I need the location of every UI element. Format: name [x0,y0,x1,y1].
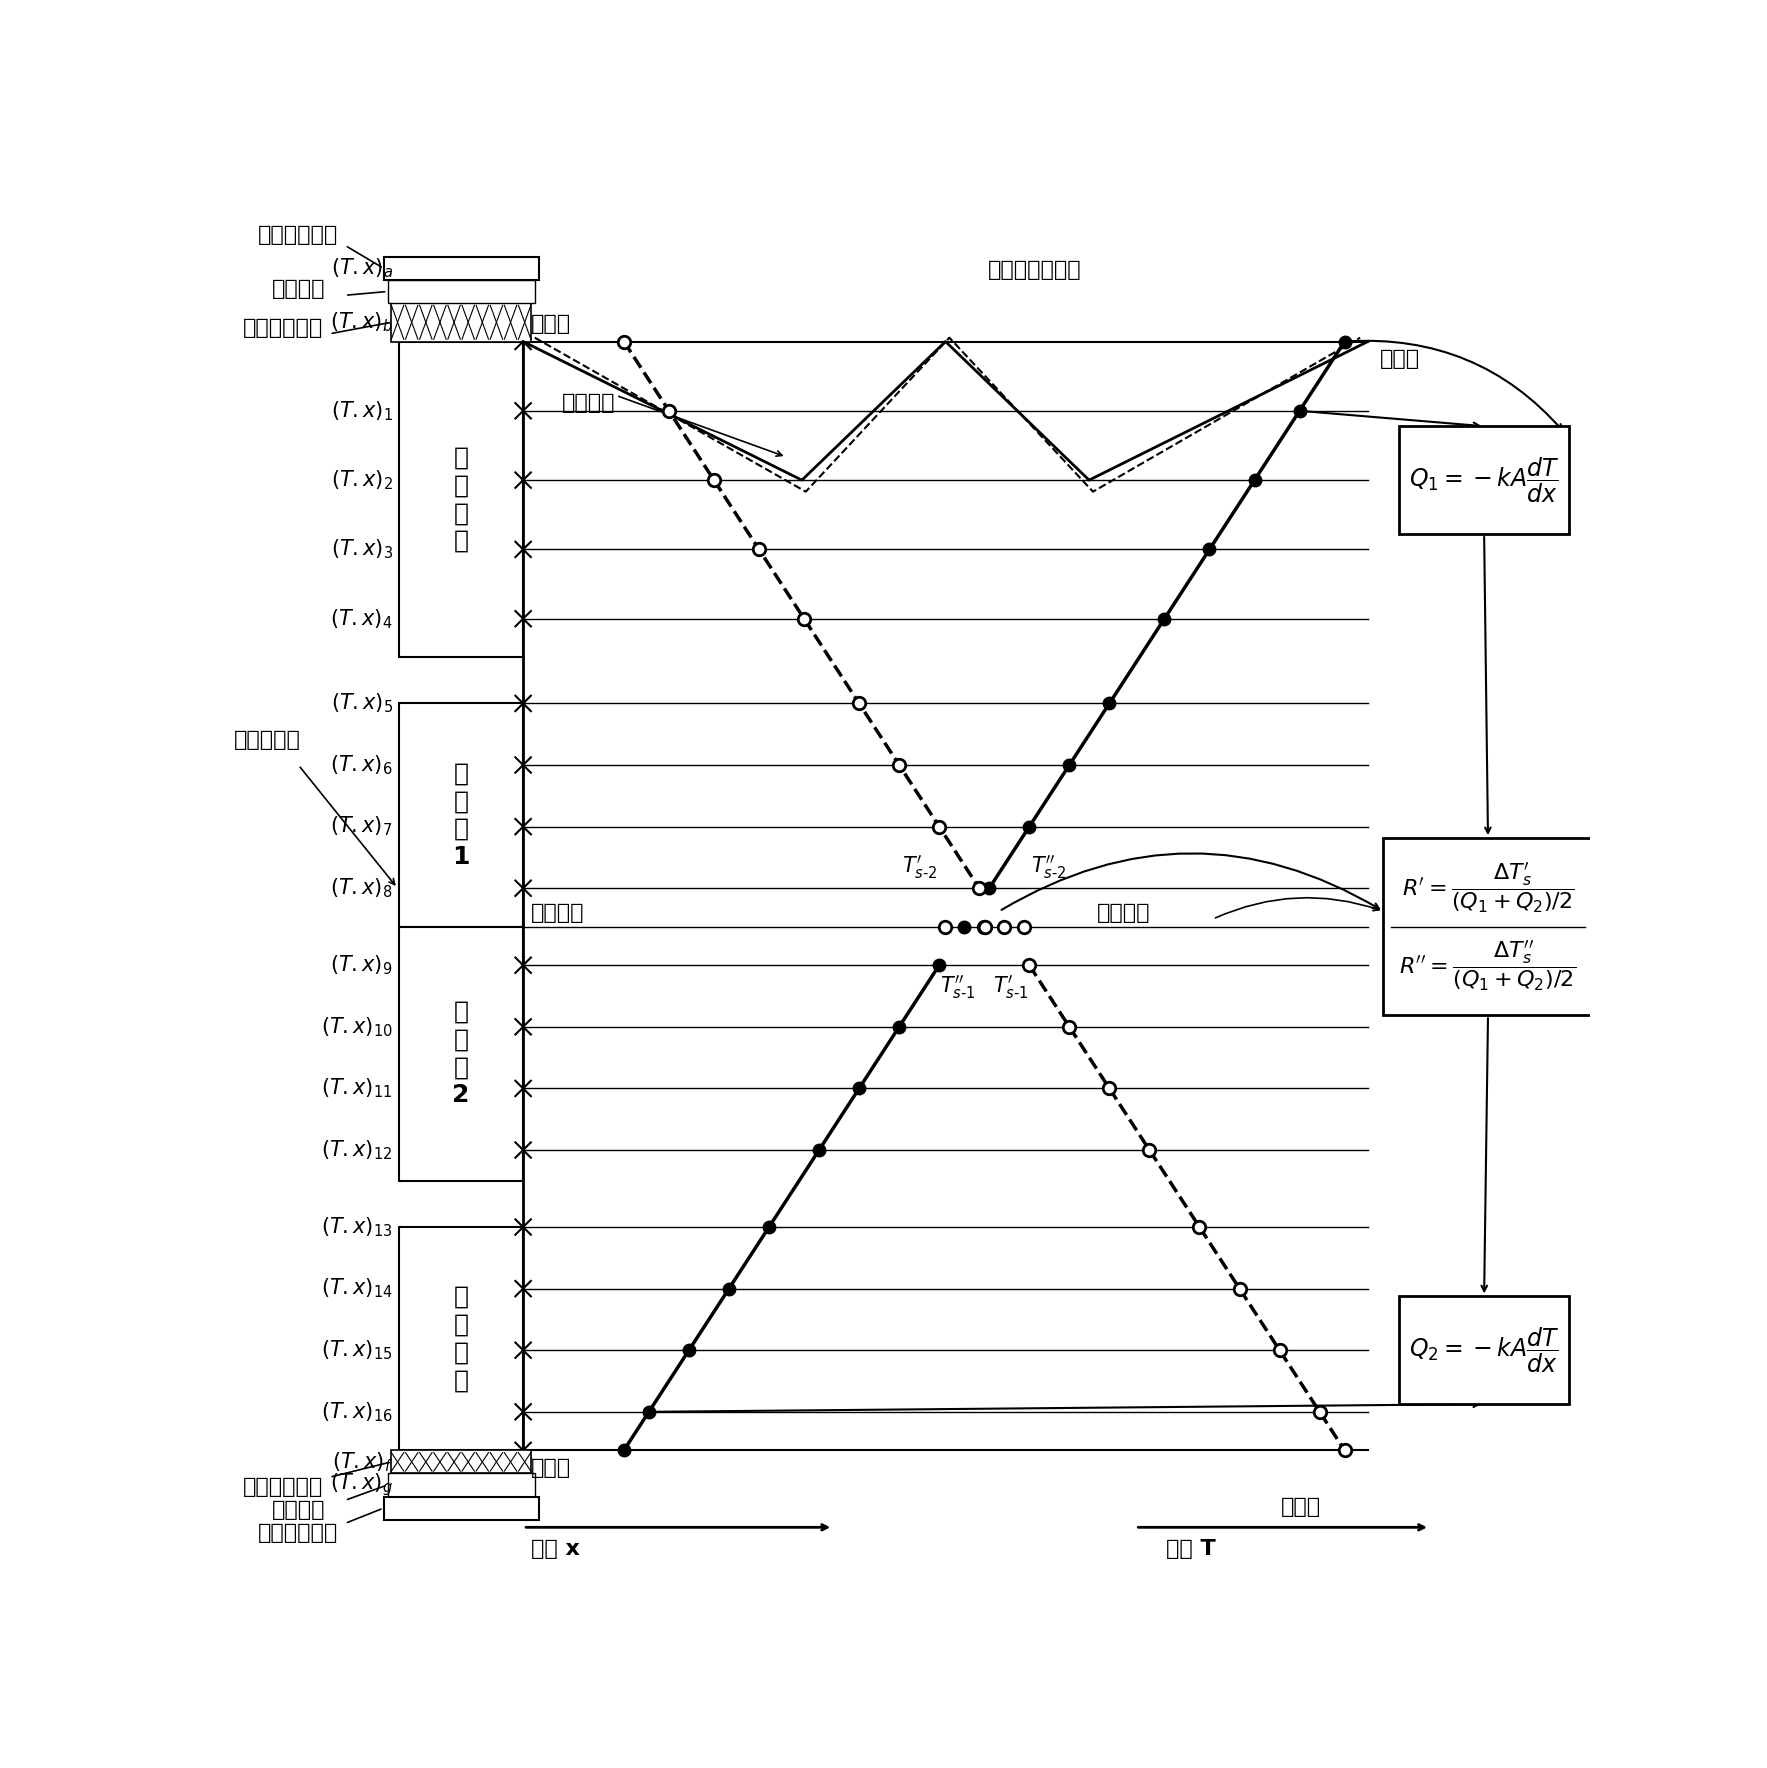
Text: $(T.x)_{6}$: $(T.x)_{6}$ [330,753,392,776]
Text: $T_{s\text{-}1}'$: $T_{s\text{-}1}'$ [993,972,1028,1001]
Bar [399,341,523,658]
Text: $T_{s\text{-}1}''$: $T_{s\text{-}1}''$ [940,972,975,1001]
Bar [399,704,523,926]
Text: 温度 T: 温度 T [1166,1538,1216,1559]
Text: 防辐射屏: 防辐射屏 [562,392,615,414]
Text: 上制冷加热套: 上制冷加热套 [242,318,323,338]
Bar [399,1227,523,1450]
Text: 接触热阻: 接触热阻 [1097,903,1150,923]
Text: 试
验
件
2: 试 验 件 2 [452,1001,470,1107]
Text: $(T.x)_{7}$: $(T.x)_{7}$ [330,815,392,838]
Text: $(T.x)_{11}$: $(T.x)_{11}$ [322,1077,392,1100]
Text: 上
热
流
计: 上 热 流 计 [454,446,468,553]
Bar [387,1473,535,1496]
Text: $(T.x)_{a}$: $(T.x)_{a}$ [330,256,392,279]
Bar [399,926,523,1181]
Text: 距离 x: 距离 x [530,1538,580,1559]
Text: 下加热: 下加热 [1281,1496,1322,1517]
Text: 待测界面: 待测界面 [530,903,585,923]
Text: 下制冷加热套: 下制冷加热套 [242,1478,323,1497]
Text: 下辅助加热器: 下辅助加热器 [258,1524,339,1543]
Text: $(T.x)_{16}$: $(T.x)_{16}$ [322,1400,392,1423]
Text: 温度传感器: 温度传感器 [233,730,300,750]
Bar [383,1496,539,1520]
Bar [387,279,535,302]
Bar [1384,838,1592,1015]
Text: $(T.x)_{b}$: $(T.x)_{b}$ [330,311,392,334]
Text: $(T.x)_{5}$: $(T.x)_{5}$ [330,691,392,716]
Bar [391,302,530,341]
Text: 绝热材料: 绝热材料 [272,1501,325,1520]
Text: 下制冷: 下制冷 [530,1459,571,1478]
Text: $T_{s\text{-}2}'$: $T_{s\text{-}2}'$ [901,852,937,880]
Text: $(T.x)_{2}$: $(T.x)_{2}$ [330,469,392,492]
Bar [1399,1296,1569,1404]
Text: $R'' = \dfrac{\Delta T_s''}{(Q_1+Q_2)/2}$: $R'' = \dfrac{\Delta T_s''}{(Q_1+Q_2)/2}… [1399,939,1576,992]
Text: $(T.x)_{3}$: $(T.x)_{3}$ [330,537,392,560]
Text: $Q_1 = -kA\dfrac{dT}{dx}$: $Q_1 = -kA\dfrac{dT}{dx}$ [1408,456,1560,506]
Text: 防辐射屏温控点: 防辐射屏温控点 [988,260,1081,279]
Text: $(T.x)_{1}$: $(T.x)_{1}$ [330,400,392,423]
Text: $(T.x)_{g}$: $(T.x)_{g}$ [330,1471,392,1497]
Text: $(T.x)_{12}$: $(T.x)_{12}$ [322,1139,392,1162]
Text: $(T.x)_{15}$: $(T.x)_{15}$ [322,1338,392,1361]
Bar [391,1450,530,1473]
Text: 上制冷: 上制冷 [530,313,571,334]
Text: $(T.x)_{13}$: $(T.x)_{13}$ [322,1215,392,1239]
Text: $R' = \dfrac{\Delta T_s'}{(Q_1+Q_2)/2}$: $R' = \dfrac{\Delta T_s'}{(Q_1+Q_2)/2}$ [1401,861,1574,914]
Text: $(T.x)_{4}$: $(T.x)_{4}$ [330,606,392,631]
Text: 绝热材料: 绝热材料 [272,279,325,299]
Text: $(T.x)_{10}$: $(T.x)_{10}$ [322,1015,392,1038]
Text: $(T.x)_{14}$: $(T.x)_{14}$ [322,1276,392,1301]
Text: 下
热
流
计: 下 热 流 计 [454,1285,468,1393]
Bar [1399,426,1569,534]
Text: 上加热: 上加热 [1380,350,1419,370]
Text: 上辅助加热器: 上辅助加热器 [258,225,339,246]
Text: $(T.x)_{f}$: $(T.x)_{f}$ [332,1450,392,1475]
Text: $(T.x)_{9}$: $(T.x)_{9}$ [330,953,392,978]
Text: $T_{s\text{-}2}''$: $T_{s\text{-}2}''$ [1032,852,1067,880]
Text: $Q_2 = -kA\dfrac{dT}{dx}$: $Q_2 = -kA\dfrac{dT}{dx}$ [1408,1326,1560,1376]
Bar [383,256,539,279]
Text: $(T.x)_{8}$: $(T.x)_{8}$ [330,877,392,900]
Text: 试
验
件
1: 试 验 件 1 [452,762,470,868]
